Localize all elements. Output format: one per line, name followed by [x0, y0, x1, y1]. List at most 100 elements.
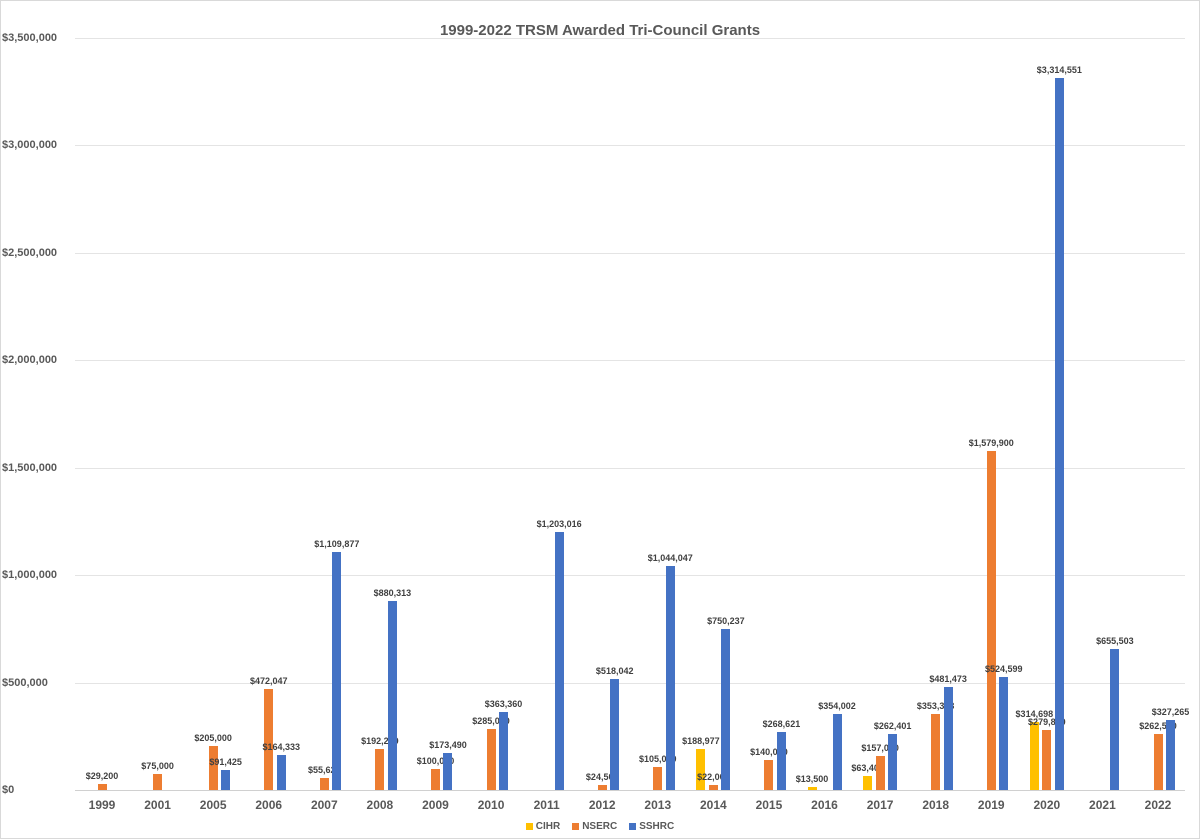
data-label: $524,599 — [984, 664, 1023, 675]
y-tick-label: $3,000,000 — [2, 139, 58, 152]
data-label: $285,000 — [472, 715, 510, 726]
bar-nserc — [486, 728, 496, 790]
bar-sshrc — [832, 713, 842, 790]
data-label: $157,000 — [861, 743, 899, 754]
data-label: $353,363 — [916, 701, 955, 712]
data-label: $188,977 — [682, 736, 720, 747]
bar-nserc — [1042, 729, 1052, 790]
bar-sshrc — [999, 677, 1009, 790]
bar-nserc — [708, 785, 718, 790]
x-tick-label: 2012 — [588, 798, 616, 812]
gridline — [75, 468, 1185, 469]
data-label: $164,333 — [262, 741, 301, 752]
gridline — [75, 683, 1185, 684]
legend-swatch-icon — [525, 823, 533, 830]
data-label: $327,265 — [1151, 706, 1190, 717]
data-label: $13,500 — [795, 774, 829, 785]
x-tick-label: 2013 — [644, 798, 672, 812]
data-label: $354,002 — [818, 700, 856, 711]
bar-sshrc — [665, 565, 675, 790]
bar-nserc — [986, 450, 996, 790]
data-label: $192,200 — [361, 735, 399, 746]
y-tick-label: $3,500,000 — [2, 32, 58, 44]
x-tick-label: 2022 — [1144, 798, 1172, 812]
bar-sshrc — [387, 600, 397, 790]
x-tick-label: 2011 — [533, 798, 560, 812]
x-tick-label: 2016 — [811, 798, 838, 812]
legend-item-cihr: CIHR — [525, 821, 561, 832]
x-tick-label: 2019 — [977, 798, 1005, 812]
x-axis-line — [75, 790, 1185, 791]
x-tick-label: 2005 — [199, 798, 227, 812]
y-tick-label: $2,500,000 — [2, 246, 58, 259]
x-tick-label: 2014 — [700, 798, 727, 812]
data-label: $205,000 — [194, 732, 232, 743]
bar-sshrc — [888, 733, 898, 790]
x-tick-label: 2009 — [422, 798, 449, 812]
y-tick-label: $0 — [2, 784, 15, 796]
y-tick-label: $500,000 — [2, 676, 48, 689]
data-label: $140,000 — [750, 746, 788, 757]
bar-nserc — [875, 756, 885, 790]
bar-nserc — [430, 768, 440, 790]
bar-cihr — [863, 776, 873, 790]
bar-sshrc — [1054, 77, 1064, 790]
x-tick-label: 2018 — [922, 798, 950, 812]
x-tick-label: 2010 — [477, 798, 505, 812]
legend-swatch-icon — [572, 823, 580, 830]
data-label: $268,621 — [762, 719, 801, 730]
x-tick-label: 2015 — [755, 798, 783, 812]
bar-nserc — [931, 714, 941, 790]
bar-sshrc — [721, 628, 731, 790]
x-tick-label: 2001 — [144, 798, 171, 812]
data-label: $472,047 — [249, 675, 288, 686]
bar-sshrc — [1166, 719, 1175, 790]
data-label: $1,203,016 — [536, 518, 582, 529]
data-label: $100,000 — [416, 755, 455, 766]
data-label: $262,401 — [873, 720, 912, 731]
x-tick-label: 2007 — [310, 798, 338, 812]
bar-nserc — [653, 767, 663, 790]
gridline — [75, 38, 1185, 39]
data-label: $24,500 — [585, 771, 619, 782]
y-tick-label: $1,000,000 — [2, 569, 58, 582]
gridline — [75, 145, 1185, 146]
data-label: $518,042 — [595, 665, 634, 676]
data-label: $63,400 — [851, 763, 884, 774]
legend-item-nserc: NSERC — [572, 821, 617, 832]
data-label: $880,313 — [373, 587, 412, 598]
gridline — [75, 575, 1185, 576]
data-label: $29,200 — [85, 770, 119, 781]
bar-sshrc — [943, 686, 953, 790]
y-tick-label: $2,000,000 — [2, 354, 58, 367]
data-label: $75,000 — [141, 760, 174, 771]
chart-title: 1999-2022 TRSM Awarded Tri-Council Grant… — [439, 22, 761, 39]
bar-nserc — [264, 688, 274, 790]
bar-nserc — [208, 745, 218, 790]
data-label: $105,000 — [639, 754, 677, 765]
data-label: $314,698 — [1015, 709, 1054, 720]
bar-cihr — [807, 787, 817, 790]
bar-cihr — [1029, 722, 1039, 790]
data-label: $91,425 — [209, 757, 242, 768]
data-label: $1,579,900 — [968, 437, 1014, 448]
legend-label: CIHR — [535, 821, 561, 832]
bar-cihr — [696, 749, 706, 790]
bar-sshrc — [1110, 649, 1120, 790]
bar-nserc — [153, 773, 163, 790]
bar-nserc — [597, 784, 607, 790]
bar-nserc — [375, 748, 385, 790]
x-tick-label: 2020 — [1033, 798, 1061, 812]
bar-sshrc — [276, 754, 286, 790]
legend-swatch-icon — [629, 823, 637, 830]
data-label: $22,000 — [697, 772, 730, 783]
data-label: $173,490 — [429, 739, 467, 750]
bar-sshrc — [554, 531, 564, 790]
data-label: $55,624 — [308, 765, 341, 776]
data-label: $279,800 — [1028, 716, 1066, 727]
legend-label: SSHRC — [639, 821, 675, 832]
x-tick-label: 2006 — [255, 798, 283, 812]
bar-nserc — [764, 759, 774, 790]
data-label: $3,314,551 — [1036, 64, 1082, 75]
x-tick-label: 2017 — [866, 798, 894, 812]
